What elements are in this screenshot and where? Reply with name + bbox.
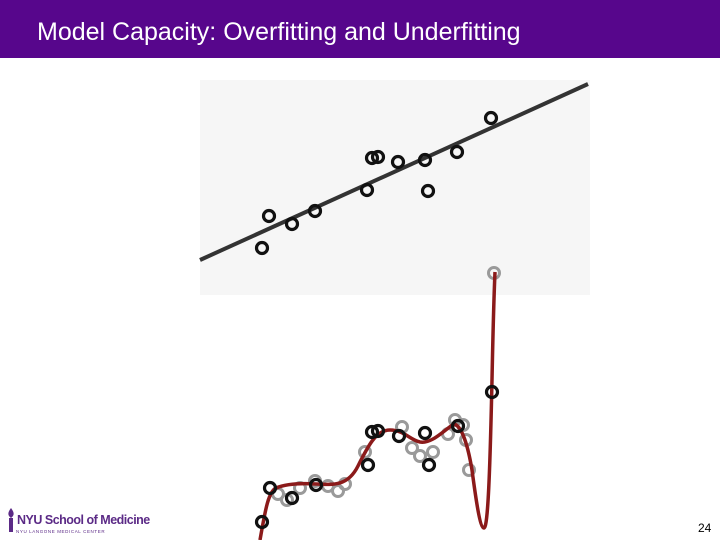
data-point	[364, 150, 380, 166]
data-point	[417, 425, 433, 441]
faded-point	[405, 441, 419, 455]
data-point	[308, 477, 324, 493]
faded-point	[331, 484, 345, 498]
data-point	[254, 514, 270, 530]
faded-point	[462, 463, 476, 477]
data-point	[421, 457, 437, 473]
data-point	[390, 154, 406, 170]
slide-title: Model Capacity: Overfitting and Underfit…	[37, 18, 521, 46]
data-point	[370, 149, 386, 165]
data-point	[364, 424, 380, 440]
data-point	[254, 240, 270, 256]
data-point	[483, 110, 499, 126]
top-data-points	[254, 110, 499, 256]
bottom-data-points	[254, 384, 500, 530]
data-point	[360, 457, 376, 473]
data-point	[450, 418, 466, 434]
data-point	[261, 208, 277, 224]
title-bar: Model Capacity: Overfitting and Underfit…	[0, 0, 720, 58]
nyu-logo: NYU School of Medicine NYU LANGONE MEDIC…	[4, 500, 150, 538]
data-point	[391, 428, 407, 444]
data-point	[484, 384, 500, 400]
torch-icon	[8, 508, 14, 532]
data-point	[420, 183, 436, 199]
top-panel-background	[200, 80, 590, 295]
logo-subtitle: NYU LANGONE MEDICAL CENTER	[16, 529, 106, 534]
data-point	[417, 152, 433, 168]
data-point	[359, 182, 375, 198]
page-number: 24	[698, 521, 712, 535]
data-point	[307, 203, 323, 219]
faded-data-points	[271, 266, 501, 507]
data-point	[370, 423, 386, 439]
faded-point	[413, 449, 427, 463]
data-point	[262, 480, 278, 496]
data-point	[284, 490, 300, 506]
data-point	[449, 144, 465, 160]
faded-point	[358, 445, 372, 459]
faded-point	[426, 445, 440, 459]
data-point	[284, 216, 300, 232]
logo-name: NYU School of Medicine	[17, 513, 150, 527]
polynomial-fit-curve	[258, 271, 497, 540]
linear-fit-line	[199, 82, 589, 262]
